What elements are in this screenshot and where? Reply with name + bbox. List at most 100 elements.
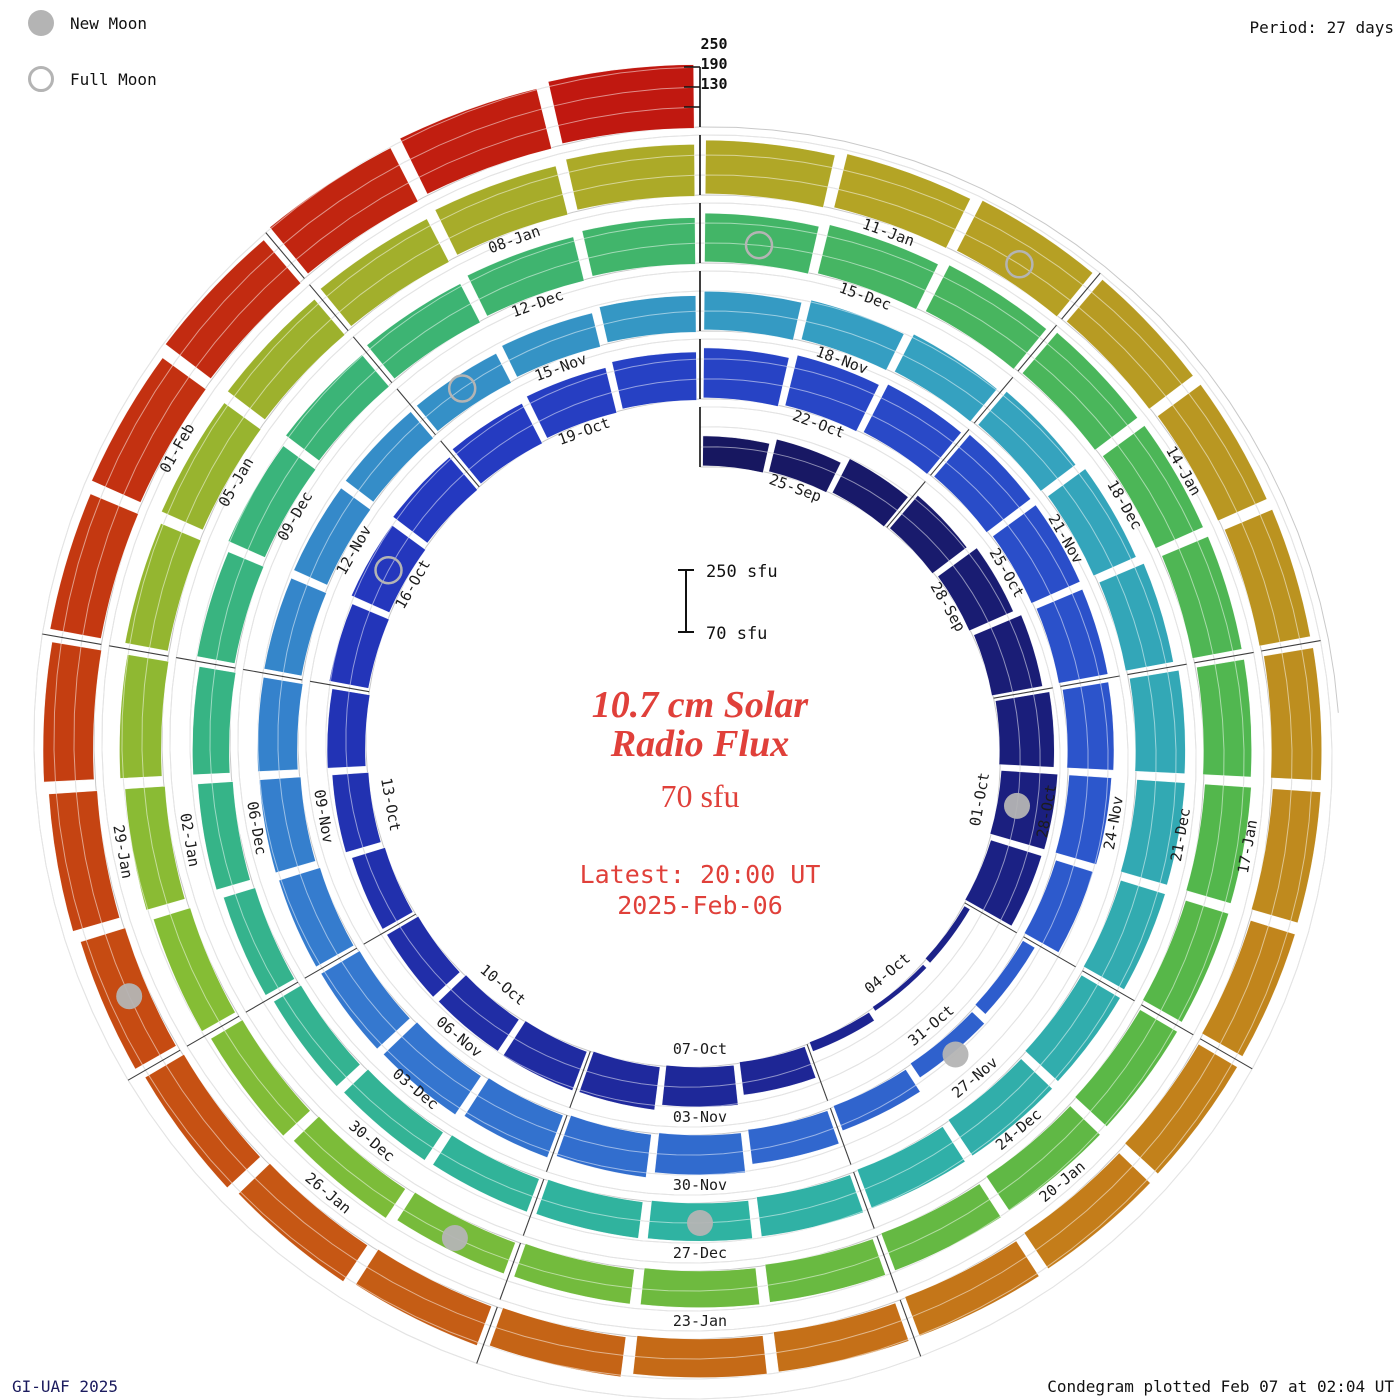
date-label: 30-Nov bbox=[673, 1176, 727, 1194]
flux-bar bbox=[326, 688, 371, 769]
flux-bar bbox=[704, 212, 820, 275]
segment-tick bbox=[522, 1179, 545, 1236]
radial-axis-label: 190 bbox=[700, 55, 727, 73]
segment-tick bbox=[352, 336, 393, 384]
flux-bar bbox=[1124, 1043, 1238, 1175]
flux-bar bbox=[1129, 669, 1186, 775]
flux-bar bbox=[611, 351, 698, 410]
flux-bar bbox=[161, 402, 262, 531]
flux-bar bbox=[319, 218, 450, 327]
date-label: 02-Jan bbox=[176, 812, 203, 868]
scale-max-label: 250 sfu bbox=[706, 562, 778, 582]
flux-bar bbox=[933, 434, 1032, 533]
flux-bar bbox=[768, 438, 842, 493]
flux-bar bbox=[964, 839, 1043, 927]
flux-bar bbox=[925, 264, 1048, 370]
grid-spiral-overlay-line bbox=[53, 86, 1313, 1380]
flux-bar bbox=[1074, 1009, 1178, 1128]
flux-bar bbox=[1098, 563, 1174, 672]
flux-bar bbox=[640, 1267, 760, 1308]
flux-bar bbox=[331, 772, 382, 853]
segment-tick bbox=[545, 1115, 568, 1172]
flux-bar bbox=[1065, 278, 1194, 410]
flux-bar bbox=[119, 654, 170, 779]
flux-bar bbox=[977, 390, 1077, 492]
flux-bar bbox=[973, 614, 1043, 697]
flux-bar bbox=[947, 1058, 1053, 1157]
flux-bar bbox=[258, 776, 316, 874]
flux-bar bbox=[257, 676, 304, 772]
flux-bar bbox=[49, 493, 139, 639]
flux-bar bbox=[1082, 879, 1166, 991]
flux-bar bbox=[144, 1053, 261, 1189]
segment-tick bbox=[176, 657, 236, 669]
flux-bar bbox=[937, 547, 1014, 632]
full-moon-marker bbox=[744, 230, 774, 260]
segment-tick bbox=[127, 1049, 181, 1081]
flux-bar bbox=[739, 1046, 817, 1096]
flux-bar bbox=[1062, 681, 1115, 771]
segment-tick bbox=[886, 481, 926, 528]
segment-tick bbox=[829, 1108, 852, 1165]
full-moon-marker bbox=[447, 374, 477, 403]
flux-bar bbox=[501, 312, 601, 378]
date-label: 13-Oct bbox=[377, 776, 404, 832]
flux-bar bbox=[466, 236, 585, 317]
full-moon-marker bbox=[1005, 250, 1034, 279]
flux-bar bbox=[547, 64, 695, 145]
segment-tick bbox=[186, 1015, 240, 1047]
new-moon-marker bbox=[441, 1225, 468, 1251]
grid-spiral-extension bbox=[699, 126, 1339, 713]
flux-bar bbox=[1161, 536, 1243, 659]
flux-bar bbox=[273, 984, 361, 1087]
new-moon-marker bbox=[687, 1210, 713, 1236]
segment-tick bbox=[309, 284, 349, 331]
segment-tick bbox=[1194, 651, 1254, 664]
flux-bar bbox=[350, 524, 427, 613]
segment-tick bbox=[476, 1306, 498, 1364]
segment-tick bbox=[1060, 675, 1120, 687]
segment-tick bbox=[363, 913, 416, 945]
segment-tick bbox=[1261, 640, 1321, 652]
flux-bar bbox=[1201, 920, 1296, 1057]
sfu-scale-bar: 250 sfu 70 sfu bbox=[678, 562, 778, 644]
flux-bar bbox=[328, 603, 390, 689]
period-label: Period: 27 days bbox=[1249, 18, 1395, 37]
segment-tick bbox=[42, 633, 102, 645]
flux-bar bbox=[382, 1021, 482, 1116]
segment-tick bbox=[899, 1299, 922, 1357]
flux-bar bbox=[784, 354, 880, 432]
new-moon-label: New Moon bbox=[70, 13, 148, 33]
flux-bar bbox=[578, 1050, 661, 1111]
legend-row-full-moon: Full Moon bbox=[28, 64, 157, 94]
flux-bar bbox=[924, 905, 971, 964]
flux-bar bbox=[956, 199, 1094, 318]
flux-bar bbox=[1120, 779, 1186, 886]
flux-bar bbox=[974, 940, 1036, 1015]
segment-tick bbox=[569, 1051, 591, 1108]
flux-bar bbox=[703, 290, 803, 341]
flux-bar bbox=[1021, 331, 1139, 451]
segment-tick bbox=[876, 1235, 898, 1293]
flux-bar bbox=[1263, 647, 1322, 781]
segment-tick bbox=[964, 902, 1017, 934]
flux-bar bbox=[351, 847, 414, 930]
radial-axis-label: 250 bbox=[700, 35, 727, 53]
segment-tick bbox=[499, 1242, 522, 1300]
radial-axis: 250 190 130 bbox=[684, 35, 728, 108]
flux-bar bbox=[654, 1132, 746, 1176]
scale-min-label: 70 sfu bbox=[706, 624, 767, 644]
segment-tick bbox=[993, 687, 1053, 699]
flux-bar bbox=[526, 367, 618, 439]
flux-bar bbox=[880, 1183, 1002, 1271]
segment-tick bbox=[1141, 1004, 1194, 1036]
segment-tick bbox=[806, 1044, 829, 1101]
flux-bar bbox=[263, 577, 327, 677]
segment-tick bbox=[853, 1171, 875, 1229]
flux-bar bbox=[320, 950, 411, 1050]
segment-tick bbox=[1082, 970, 1135, 1002]
date-label: 27-Dec bbox=[673, 1244, 727, 1262]
flux-bar bbox=[871, 963, 928, 1012]
flux-bar bbox=[764, 1238, 886, 1303]
